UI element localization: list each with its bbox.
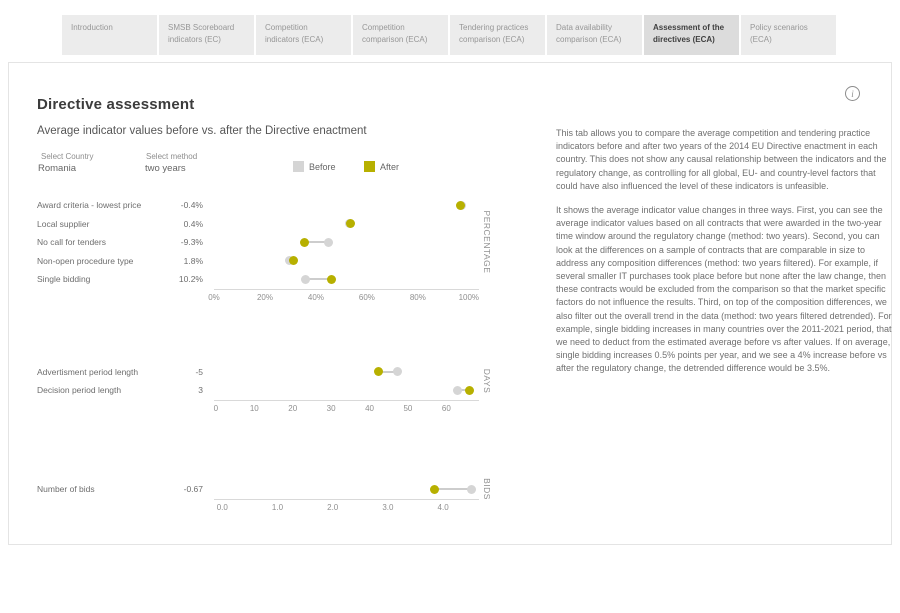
after-dot[interactable] [326, 274, 336, 284]
info-icon-glyph: i [851, 88, 854, 99]
row-label: Award criteria - lowest price [37, 200, 142, 211]
axis-group-label: DAYS [482, 368, 492, 394]
legend-label-before: Before [309, 161, 336, 172]
x-axis-line [214, 498, 479, 500]
before-dot[interactable] [453, 385, 463, 395]
before-dot[interactable] [284, 256, 294, 266]
after-dot[interactable] [456, 200, 466, 210]
axis-tick-label: 100% [458, 292, 480, 302]
axis-tick-label: 30 [326, 403, 336, 413]
axis-tick-label: 2.0 [327, 502, 339, 512]
legend-item-before[interactable]: Before [293, 161, 336, 172]
row-label: Non-open procedure type [37, 255, 134, 266]
before-dot[interactable] [467, 484, 477, 494]
axis-tick-label: 0 [213, 403, 219, 413]
axis-tick-label: 60% [358, 292, 375, 302]
after-swatch-icon [364, 161, 375, 172]
row-change-value: -0.67 [183, 484, 203, 495]
dumbbell-connector [305, 278, 332, 281]
axis-tick-label: 1.0 [271, 502, 284, 512]
row-label: Single bidding [37, 274, 91, 285]
axis-tick-label: 40 [365, 403, 374, 413]
after-dot[interactable] [373, 367, 383, 377]
after-dot[interactable] [345, 219, 355, 229]
row-change-value: 0.4% [183, 218, 203, 229]
row-label: No call for tenders [37, 237, 106, 248]
before-dot[interactable] [393, 367, 403, 377]
axis-tick-label: 40% [307, 292, 324, 302]
row-change-value: -0.4% [180, 200, 203, 211]
axis-tick-label: 0.0 [216, 502, 228, 512]
axis-tick-label: 50 [403, 403, 413, 413]
row-change-value: 3 [198, 385, 203, 396]
axis-tick-label: 80% [409, 292, 426, 302]
tab-policy-scenarios-eca[interactable]: Policy scenarios (ECA) [741, 15, 836, 55]
axis-tick-label: 20 [288, 403, 298, 413]
x-axis-line [214, 288, 479, 290]
axis-tick-label: 3.0 [382, 502, 394, 512]
after-dot[interactable] [430, 484, 440, 494]
country-select-label: Select Country [41, 152, 94, 161]
after-dot[interactable] [464, 385, 474, 395]
chart-title: Average indicator values before vs. afte… [37, 125, 367, 137]
before-swatch-icon [293, 161, 304, 172]
row-change-value: -9.3% [180, 237, 203, 248]
page-title: Directive assessment [37, 96, 195, 114]
row-change-value: -5 [195, 366, 203, 377]
after-dot[interactable] [300, 237, 310, 247]
country-select-value[interactable]: Romania [38, 163, 77, 174]
legend-label-after: After [380, 161, 400, 172]
method-select-label: Select method [146, 152, 198, 161]
dumbbell-connector [457, 389, 470, 392]
tab-competition-comparison-eca[interactable]: Competition comparison (ECA) [353, 15, 448, 55]
dumbbell-connector [378, 370, 398, 373]
before-dot[interactable] [324, 237, 334, 247]
x-axis-line [214, 399, 479, 401]
row-label: Decision period length [37, 385, 122, 396]
axis-tick-label: 0% [208, 292, 220, 302]
dashboard-card: Directive assessment i Average indicator… [8, 62, 892, 545]
axis-group-label: BIDS [482, 478, 492, 501]
before-dot[interactable] [300, 274, 310, 284]
axis-group-label: PERCENTAGE [482, 210, 492, 274]
tab-introduction[interactable]: Introduction [62, 15, 157, 55]
dumbbell-connector [304, 241, 329, 244]
after-dot[interactable] [289, 256, 299, 266]
row-label: Local supplier [37, 218, 90, 229]
method-select-value[interactable]: two years [145, 163, 186, 174]
axis-tick-label: 4.0 [437, 502, 449, 512]
axis-tick-label: 20% [256, 292, 273, 302]
row-label: Number of bids [37, 484, 95, 495]
tab-tendering-practices-comparison-eca[interactable]: Tendering practices comparison (ECA) [450, 15, 545, 55]
description-paragraph: It shows the average indicator value cha… [556, 205, 892, 374]
tab-data-availability-comparison-eca[interactable]: Data availability comparison (ECA) [547, 15, 642, 55]
tab-bar: Introduction SMSB Scoreboard indicators (… [62, 15, 836, 55]
row-change-value: 10.2% [178, 274, 203, 285]
row-label: Advertisment period length [37, 366, 139, 377]
info-icon[interactable]: i [845, 86, 860, 101]
axis-tick-label: 10 [249, 403, 259, 413]
description-paragraph: This tab allows you to compare the avera… [556, 128, 887, 191]
tab-assessment-of-the-directives-eca[interactable]: Assessment of the directives (ECA) [644, 15, 739, 55]
legend-item-after[interactable]: After [364, 161, 399, 172]
dumbbell-chart: Award criteria - lowest price -0.4% Local … [9, 63, 893, 546]
tab-competition-indicators-eca[interactable]: Competition indicators (ECA) [256, 15, 351, 55]
row-change-value: 1.8% [183, 255, 203, 266]
description-panel: This tab allows you to compare the avera… [556, 127, 894, 387]
dumbbell-connector [434, 488, 472, 491]
axis-tick-label: 60 [441, 403, 451, 413]
tab-smsb-scoreboard-indicators-ec[interactable]: SMSB Scoreboard indicators (EC) [159, 15, 254, 55]
